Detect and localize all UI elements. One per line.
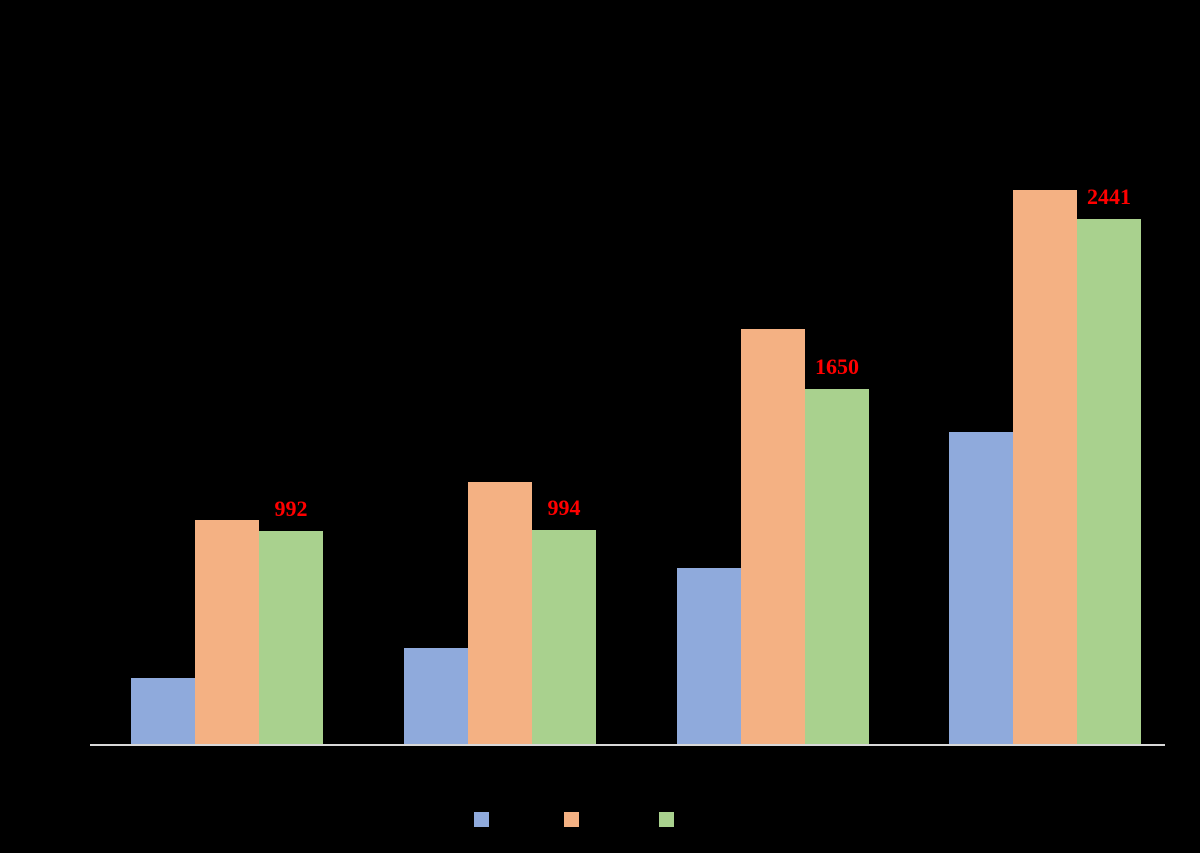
legend-swatch-green xyxy=(659,812,674,827)
data-label-group-2: 994 xyxy=(547,495,581,521)
bar-series-orange-group-4 xyxy=(1013,190,1077,744)
data-label-group-4: 2441 xyxy=(1087,183,1131,209)
bar-series-blue-group-2 xyxy=(404,648,468,744)
data-label-group-1: 992 xyxy=(274,495,308,521)
bar-series-green-group-2 xyxy=(532,530,596,744)
bar-series-green-group-4 xyxy=(1077,218,1141,744)
bar-series-orange-group-2 xyxy=(468,481,532,744)
legend-swatch-blue xyxy=(474,812,489,827)
bar-series-blue-group-3 xyxy=(677,567,741,744)
bar-series-orange-group-3 xyxy=(741,328,805,744)
bar-series-green-group-1 xyxy=(259,530,323,744)
bar-series-green-group-3 xyxy=(805,389,869,744)
bar-series-blue-group-1 xyxy=(131,678,195,744)
bar-series-orange-group-1 xyxy=(195,520,259,744)
data-label-group-3: 1650 xyxy=(815,354,859,380)
bar-series-blue-group-4 xyxy=(949,432,1013,744)
legend-swatch-orange xyxy=(564,812,579,827)
x-axis-line xyxy=(90,744,1165,746)
